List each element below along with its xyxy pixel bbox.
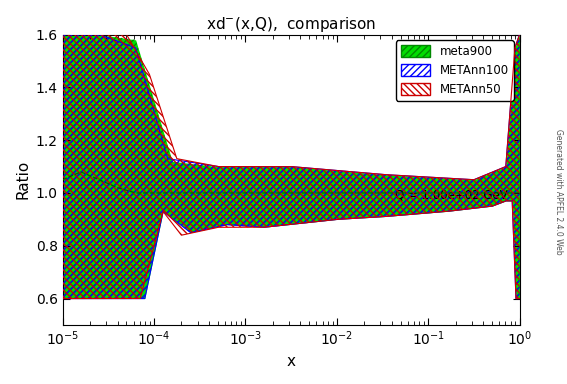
Legend: meta900, METAnn100, METAnn50: meta900, METAnn100, METAnn50: [396, 40, 514, 101]
Text: Generated with APFEL 2.4.0 Web: Generated with APFEL 2.4.0 Web: [554, 129, 563, 255]
Title: xd$^{-}$(x,Q),  comparison: xd$^{-}$(x,Q), comparison: [206, 15, 376, 34]
Text: Q = 1.00e+02 GeV: Q = 1.00e+02 GeV: [395, 189, 508, 202]
X-axis label: x: x: [286, 354, 295, 369]
Y-axis label: Ratio: Ratio: [15, 160, 30, 199]
